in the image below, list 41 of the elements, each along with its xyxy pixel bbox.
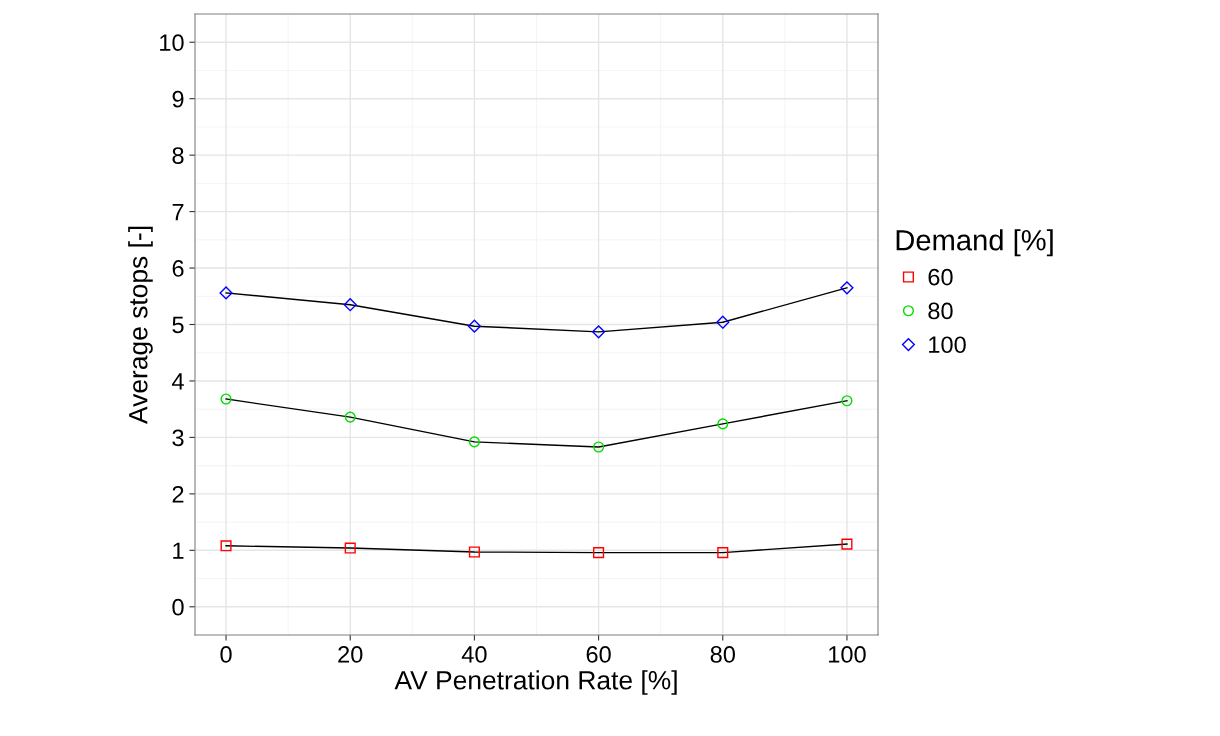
point: [717, 547, 729, 559]
y-tick-label: 1: [173, 542, 184, 559]
point: [219, 286, 233, 300]
y-tick-label: 3: [172, 429, 184, 447]
legend-label: 60: [928, 268, 953, 286]
point: [841, 538, 853, 550]
point: [468, 436, 480, 448]
point: [716, 315, 730, 329]
x-tick-label: 100: [829, 646, 866, 663]
y-tick-label: 8: [172, 147, 184, 164]
legend-label: 100: [929, 336, 966, 354]
y-tick-label: 10: [160, 34, 184, 52]
point: [467, 319, 481, 333]
point: [220, 393, 232, 405]
legend-title: Demand [%]: [896, 229, 1053, 257]
point: [220, 540, 232, 552]
y-tick-label: 5: [172, 316, 184, 334]
point: [344, 542, 356, 554]
point: [344, 411, 356, 423]
point: [841, 395, 853, 407]
x-tick-label: 0: [220, 646, 232, 663]
x-tick-label: 80: [710, 646, 735, 663]
y-tick-label: 6: [172, 260, 184, 277]
x-axis-title: AV Penetration Rate [%]: [394, 670, 677, 695]
y-tick-label: 4: [172, 373, 184, 390]
point: [592, 325, 606, 339]
y-tick-label: 2: [172, 485, 184, 503]
point: [468, 546, 480, 558]
y-axis-title: Average stops [-]: [128, 226, 153, 424]
y-tick-label: 0: [172, 598, 184, 616]
point: [717, 418, 729, 430]
point: [593, 547, 605, 559]
point: [593, 441, 605, 453]
point: [343, 298, 357, 312]
point: [840, 281, 854, 295]
y-tick-label: 7: [172, 203, 184, 221]
x-tick-label: 20: [338, 646, 363, 663]
legend-label: 80: [928, 302, 953, 320]
y-tick-label: 9: [172, 90, 184, 108]
x-tick-label: 60: [586, 646, 611, 663]
x-tick-label: 40: [461, 646, 487, 663]
